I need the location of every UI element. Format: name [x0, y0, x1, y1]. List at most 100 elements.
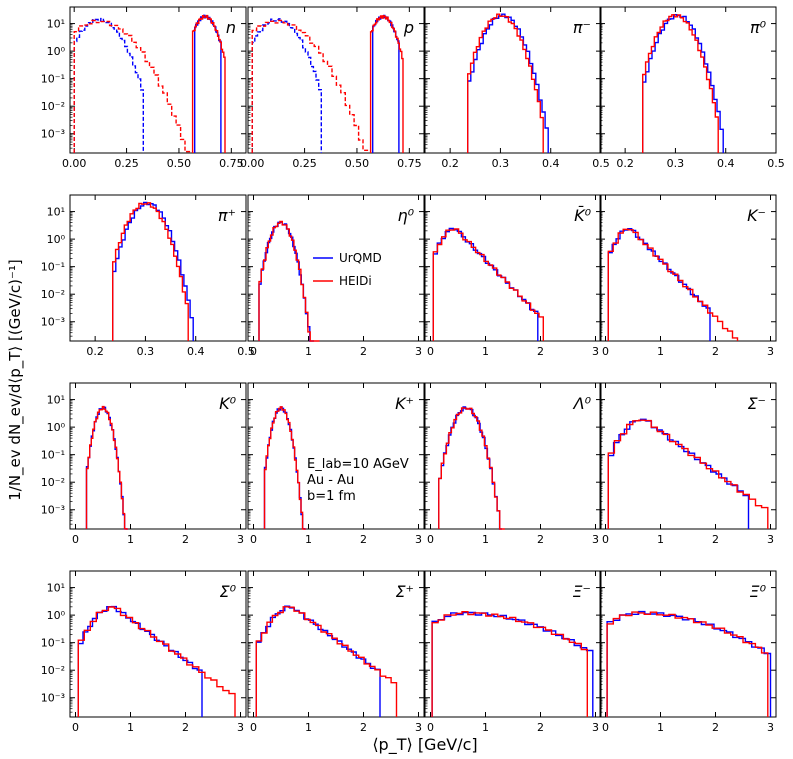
- x-axis-label: ⟨p_T⟩ [GeV/c]: [372, 735, 477, 755]
- x-tick-label: 3: [767, 721, 774, 734]
- series-heidi: [85, 405, 128, 530]
- panel-label: K⁻: [747, 206, 766, 225]
- annotation-energy: E_lab=10 AGeV: [307, 457, 409, 472]
- x-tick-label: 0.75: [397, 157, 422, 170]
- panel-5: 10⁻³ 10⁻² 10⁻¹ 10⁰ 10¹ 0.2 0.3 0.4 0.5 π⁺: [41, 194, 255, 358]
- x-tick-label: 0: [72, 721, 79, 734]
- series-heidi: [607, 228, 739, 341]
- series-heidi: [432, 228, 544, 341]
- series-urqmd: [642, 14, 724, 153]
- panel-14: 0 1 2 3 Σ⁺: [247, 570, 425, 734]
- x-tick-label: 0.3: [667, 157, 685, 170]
- panel-label: K̄⁰: [574, 206, 591, 225]
- legend-label-heidi: HEIDi: [339, 274, 372, 288]
- panel-label: η⁰: [397, 206, 414, 225]
- series-urqmd-dashed: [251, 18, 322, 153]
- panel-4: 0.2 0.3 0.4 0.5 π⁰: [599, 6, 785, 170]
- x-tick-label: 0.5: [237, 345, 255, 358]
- x-tick-label: 0.4: [717, 157, 735, 170]
- panel-16: 0 1 2 3 Ξ⁰: [599, 570, 777, 734]
- series-urqmd: [607, 418, 750, 529]
- y-tick-label: 10⁰: [47, 233, 66, 246]
- series-heidi-dashed: [251, 19, 369, 153]
- panel-label: K⁰: [219, 394, 236, 413]
- x-tick-label: 0.2: [441, 157, 459, 170]
- series-urqmd: [255, 605, 381, 717]
- series-heidi-dashed: [73, 19, 191, 153]
- panel-13: 10⁻³ 10⁻² 10⁻¹ 10⁰ 10¹ 0 1 2 3 Σ⁰: [41, 570, 247, 734]
- x-tick-label: 0.4: [187, 345, 205, 358]
- y-tick-label: 10⁻³: [41, 128, 65, 141]
- series-urqmd: [431, 611, 594, 717]
- series-heidi: [606, 611, 769, 717]
- x-tick-label: 2: [360, 533, 367, 546]
- x-tick-label: 3: [592, 721, 599, 734]
- y-tick-label: 10⁻²: [41, 664, 65, 677]
- x-tick-label: 0.4: [542, 157, 560, 170]
- x-tick-label: 1: [482, 533, 489, 546]
- x-tick-label: 3: [592, 345, 599, 358]
- y-tick-label: 10⁻³: [41, 316, 65, 329]
- legend-label-urqmd: UrQMD: [339, 251, 382, 265]
- panel-10: 0 1 2 3 K⁺: [247, 382, 425, 546]
- x-tick-label: 1: [482, 721, 489, 734]
- series-heidi: [607, 419, 769, 529]
- series-urqmd: [263, 406, 306, 530]
- x-tick-label: 2: [182, 721, 189, 734]
- x-tick-label: 0.2: [86, 345, 104, 358]
- x-tick-label: 3: [767, 533, 774, 546]
- panel-label: Ξ⁰: [749, 582, 766, 601]
- x-tick-label: 0: [602, 345, 609, 358]
- panel-12: 0 1 2 3 Σ⁻: [599, 382, 777, 546]
- y-tick-label: 10⁻¹: [41, 73, 65, 86]
- series-urqmd: [606, 610, 772, 717]
- x-tick-label: 0.3: [492, 157, 510, 170]
- x-tick-label: 0: [250, 533, 257, 546]
- x-tick-label: 0.2: [616, 157, 634, 170]
- x-tick-label: 1: [657, 345, 664, 358]
- y-axis-label: 1/N_ev dN_ev/d⟨p_T⟩ [(GeV/c)⁻¹]: [6, 259, 25, 501]
- y-tick-label: 10⁰: [47, 609, 66, 622]
- y-tick-label: 10⁻²: [41, 100, 65, 113]
- series-urqmd-dashed: [73, 17, 144, 153]
- x-tick-label: 1: [305, 345, 312, 358]
- x-tick-label: 0.75: [219, 157, 244, 170]
- series-heidi: [467, 13, 544, 153]
- series-heidi: [255, 606, 398, 717]
- panel-label: n: [226, 18, 236, 37]
- panel-label: Λ⁰: [572, 394, 592, 413]
- y-tick-label: 10¹: [47, 582, 65, 595]
- series-heidi: [112, 202, 189, 341]
- y-tick-label: 10⁰: [47, 45, 66, 58]
- y-tick-label: 10⁻¹: [41, 261, 65, 274]
- panel-label: Σ⁰: [219, 582, 236, 601]
- x-tick-label: 2: [360, 345, 367, 358]
- x-tick-label: 2: [712, 721, 719, 734]
- panel-label: Σ⁻: [747, 394, 766, 413]
- series-heidi: [438, 407, 505, 530]
- series-urqmd: [432, 227, 539, 341]
- x-tick-label: 0: [602, 721, 609, 734]
- x-tick-label: 0: [250, 721, 257, 734]
- series-heidi: [191, 14, 226, 153]
- series-heidi: [263, 406, 306, 530]
- panel-label: π⁺: [218, 206, 236, 225]
- y-tick-label: 10⁻¹: [41, 637, 65, 650]
- series-urqmd: [258, 221, 314, 342]
- x-tick-label: 0: [250, 345, 257, 358]
- series-heidi: [369, 15, 404, 153]
- x-tick-label: 0: [427, 345, 434, 358]
- collision-annotation: E_lab=10 AGeV Au - Au b=1 fm: [307, 457, 409, 504]
- panel-11: 0 1 2 3 Λ⁰: [424, 382, 602, 546]
- x-tick-label: 1: [305, 721, 312, 734]
- x-tick-label: 0.25: [292, 157, 317, 170]
- series-urqmd: [77, 605, 203, 717]
- y-tick-label: 10¹: [47, 18, 65, 31]
- series-urqmd: [607, 228, 711, 341]
- series-urqmd: [467, 13, 549, 153]
- y-tick-label: 10¹: [47, 206, 65, 219]
- panel-label: π⁻: [573, 18, 591, 37]
- series-heidi: [431, 611, 588, 717]
